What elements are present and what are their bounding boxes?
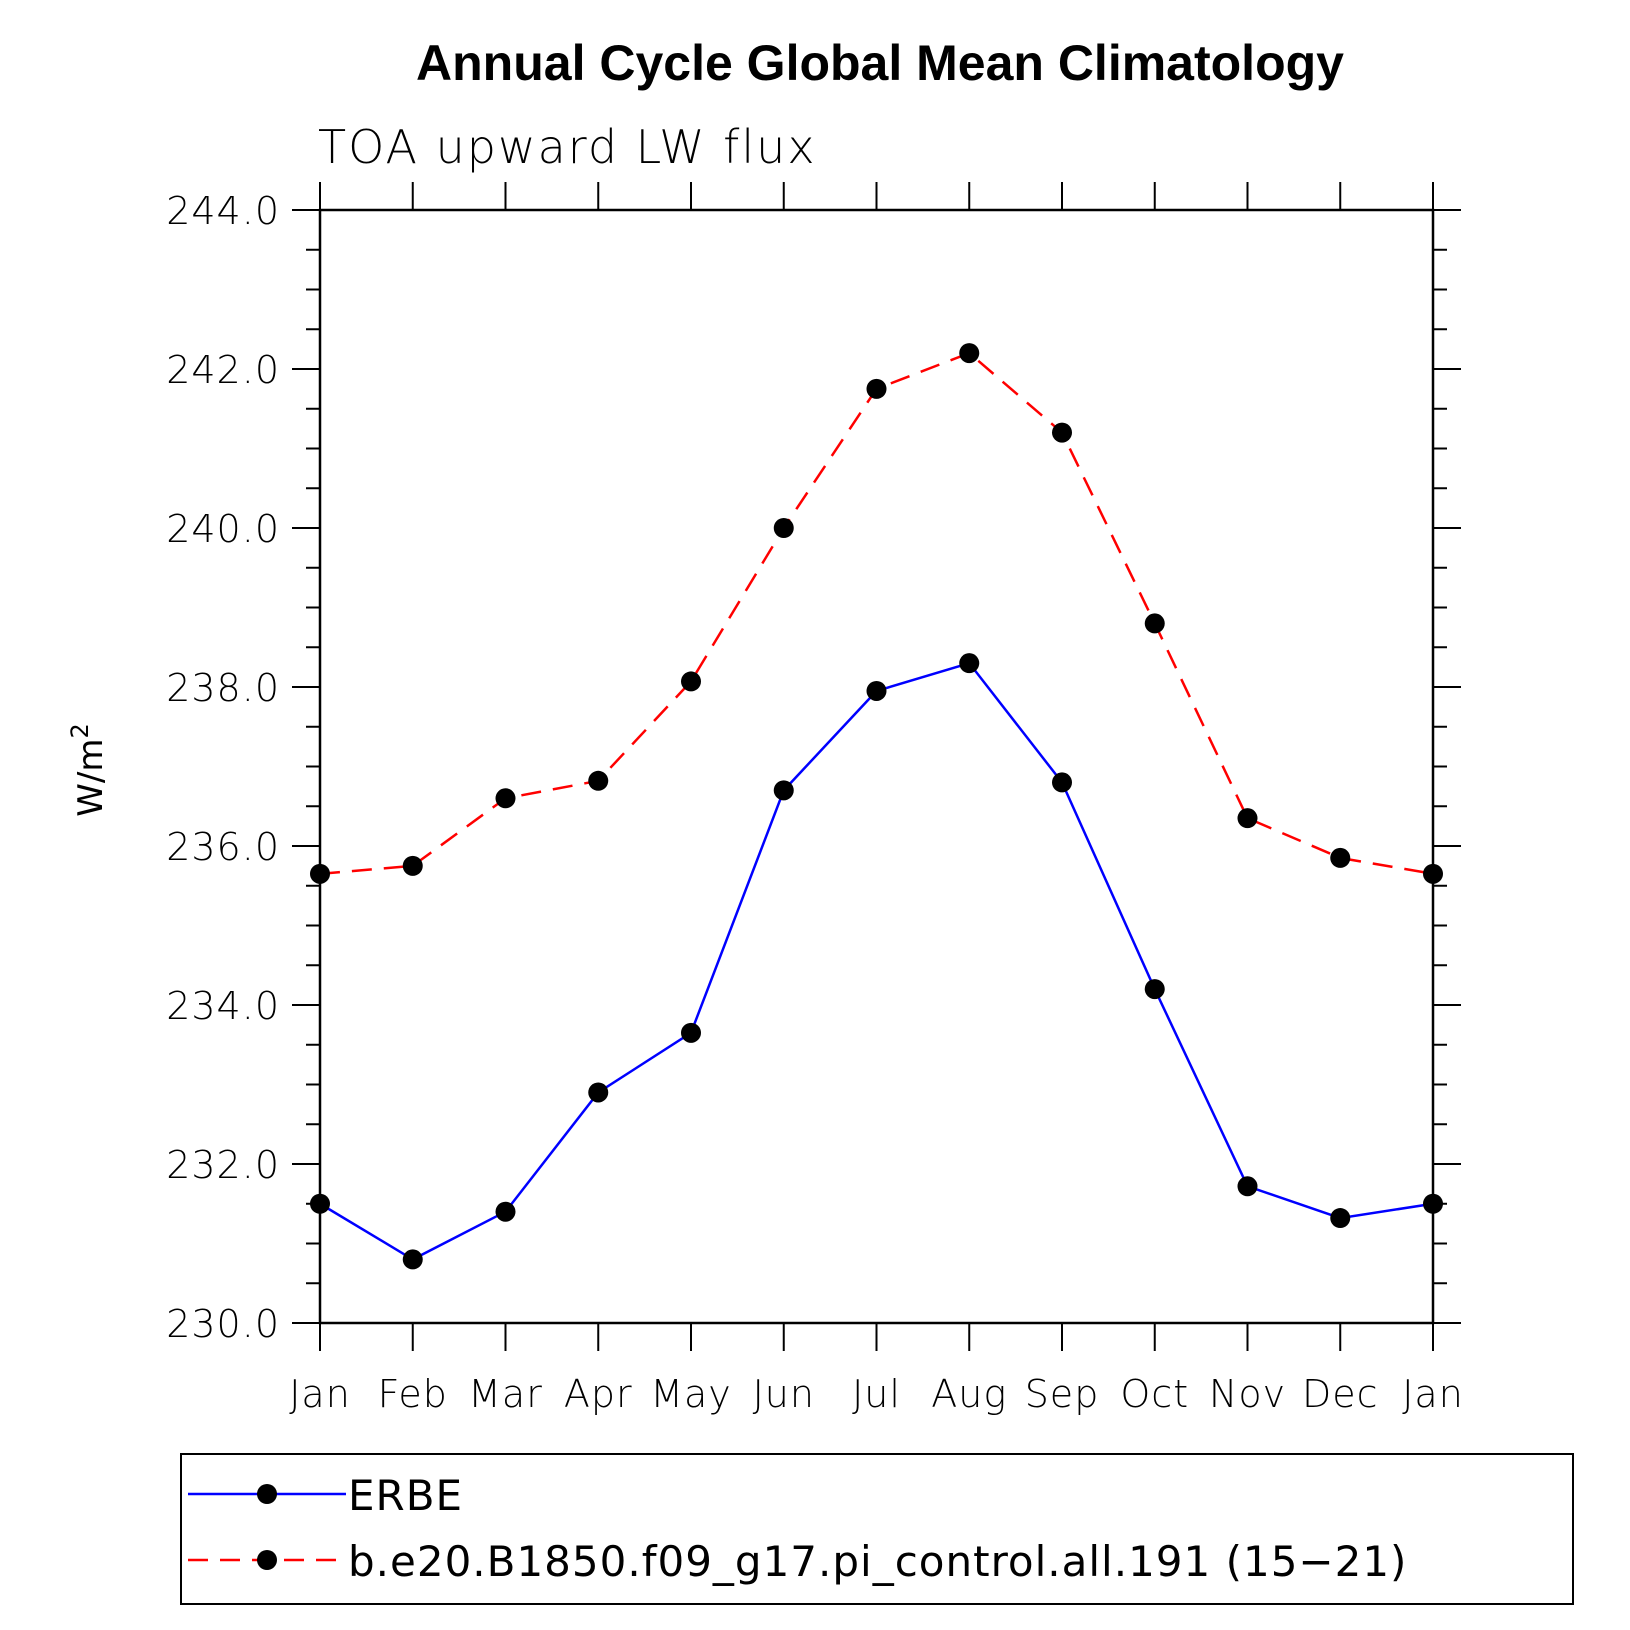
- data-point-1-7: [959, 343, 980, 364]
- data-point-1-0: [310, 863, 330, 884]
- data-point-0-11: [1330, 1208, 1351, 1229]
- data-point-1-3: [588, 770, 609, 791]
- y-tick-label: 244.0: [166, 189, 280, 233]
- legend: ERBE b.e20.B1850.f09_g17.pi_control.all.…: [180, 1453, 1574, 1605]
- chart-subtitle: TOA upward LW flux: [318, 120, 817, 174]
- data-point-0-12: [1423, 1193, 1443, 1214]
- y-tick-label: 236.0: [166, 825, 280, 869]
- legend-marker-model: [257, 1550, 277, 1570]
- data-point-0-10: [1237, 1176, 1258, 1197]
- data-point-1-5: [773, 518, 794, 538]
- x-tick-label: May: [650, 1372, 732, 1416]
- x-tick-label: Nov: [1209, 1372, 1286, 1416]
- x-tick-label: Jan: [1402, 1372, 1464, 1416]
- data-point-0-7: [959, 653, 980, 674]
- y-tick-label: 230.0: [166, 1302, 280, 1346]
- legend-label-erbe: ERBE: [348, 1471, 463, 1520]
- data-point-0-5: [773, 780, 794, 801]
- series-line-1: [319, 351, 1434, 876]
- x-tick-label: Apr: [564, 1372, 633, 1416]
- x-tick-label: Aug: [931, 1372, 1007, 1416]
- data-point-0-2: [495, 1201, 516, 1222]
- x-tick-label: Jan: [289, 1372, 351, 1416]
- data-point-1-8: [1052, 422, 1072, 443]
- y-tick-label: 232.0: [166, 1143, 280, 1187]
- data-point-0-6: [866, 680, 887, 701]
- legend-label-model: b.e20.B1850.f09_g17.pi_control.all.191 (…: [348, 1537, 1407, 1586]
- y-tick-label: 240.0: [166, 507, 280, 551]
- data-point-0-8: [1052, 772, 1072, 793]
- x-tick-label: Feb: [378, 1372, 448, 1416]
- x-tick-labels: Jan Feb Mar Apr May Jun Jul Aug Sep Oct Nov Dec Jan: [289, 1372, 1464, 1416]
- chart-title: Annual Cycle Global Mean Climatology: [416, 35, 1344, 91]
- data-point-1-4: [681, 671, 701, 692]
- data-point-0-0: [310, 1193, 330, 1214]
- y-tick-label: 238.0: [166, 666, 280, 710]
- data-point-1-1: [402, 855, 423, 876]
- axis-ticks: [292, 182, 1461, 1351]
- x-tick-label: Jun: [753, 1372, 815, 1416]
- data-point-1-10: [1237, 808, 1258, 829]
- y-axis-label: W/m2: [66, 723, 111, 816]
- legend-marker-erbe: [257, 1484, 277, 1504]
- data-point-0-1: [402, 1249, 423, 1270]
- x-tick-label: Sep: [1025, 1372, 1100, 1416]
- series-layer: [310, 343, 1443, 1270]
- x-tick-label: Oct: [1120, 1372, 1189, 1416]
- y-tick-label: 234.0: [166, 984, 280, 1028]
- x-tick-label: Jul: [852, 1372, 901, 1416]
- plot-frame: [318, 208, 1435, 1325]
- plot-axes: [318, 208, 1435, 1325]
- data-point-1-11: [1330, 847, 1351, 868]
- data-point-1-9: [1144, 613, 1165, 634]
- data-point-0-9: [1144, 979, 1165, 1000]
- data-point-1-2: [495, 788, 516, 809]
- data-point-0-4: [681, 1022, 701, 1043]
- x-tick-label: Mar: [468, 1372, 543, 1416]
- y-tick-label: 242.0: [166, 348, 280, 392]
- series-line-0: [319, 661, 1434, 1261]
- y-tick-labels: 230.0 232.0 234.0 236.0 238.0 240.0 242.0 244.0: [166, 189, 280, 1346]
- legend-box: [180, 1453, 1574, 1605]
- data-point-1-6: [866, 378, 887, 399]
- x-tick-label: Dec: [1302, 1372, 1379, 1416]
- data-point-0-3: [588, 1082, 609, 1103]
- data-point-1-12: [1423, 863, 1443, 884]
